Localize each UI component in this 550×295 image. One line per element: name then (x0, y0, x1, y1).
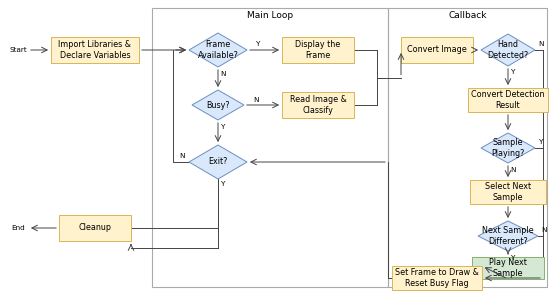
Text: Play Next
Sample: Play Next Sample (489, 258, 527, 278)
FancyBboxPatch shape (282, 92, 354, 118)
Text: N: N (541, 227, 547, 233)
FancyBboxPatch shape (392, 266, 482, 290)
Text: Main Loop: Main Loop (247, 11, 293, 19)
Polygon shape (481, 133, 535, 163)
Text: Read Image &
Classify: Read Image & Classify (289, 95, 346, 115)
Text: Frame
Available?: Frame Available? (197, 40, 239, 60)
Text: Callback: Callback (448, 11, 487, 19)
FancyBboxPatch shape (472, 257, 544, 279)
Text: Y: Y (256, 41, 260, 47)
Text: Y: Y (221, 124, 225, 130)
Text: N: N (538, 41, 544, 47)
Text: Convert Image: Convert Image (407, 45, 467, 55)
Text: Hand
Detected?: Hand Detected? (487, 40, 529, 60)
Text: Exit?: Exit? (208, 158, 228, 166)
FancyBboxPatch shape (59, 215, 131, 241)
Polygon shape (189, 145, 247, 179)
Text: Y: Y (221, 181, 225, 187)
Text: Y: Y (539, 139, 543, 145)
Text: Cleanup: Cleanup (79, 224, 112, 232)
Text: Select Next
Sample: Select Next Sample (485, 182, 531, 202)
FancyBboxPatch shape (51, 37, 139, 63)
Text: Y: Y (511, 255, 515, 261)
Text: N: N (179, 153, 185, 159)
Polygon shape (192, 90, 244, 120)
Text: Next Sample
Different?: Next Sample Different? (482, 226, 534, 246)
Text: Import Libraries &
Declare Variables: Import Libraries & Declare Variables (58, 40, 131, 60)
Text: N: N (510, 167, 516, 173)
Text: Y: Y (511, 69, 515, 75)
Polygon shape (481, 34, 535, 66)
Text: N: N (220, 71, 225, 77)
Text: Busy?: Busy? (206, 101, 230, 109)
Text: End: End (11, 225, 25, 231)
Text: Set Frame to Draw &
Reset Busy Flag: Set Frame to Draw & Reset Busy Flag (395, 268, 479, 288)
FancyBboxPatch shape (401, 37, 473, 63)
FancyBboxPatch shape (468, 88, 548, 112)
FancyBboxPatch shape (470, 180, 546, 204)
Polygon shape (478, 221, 538, 251)
Polygon shape (189, 33, 247, 67)
Text: Convert Detection
Result: Convert Detection Result (471, 90, 544, 110)
Text: Sample
Playing?: Sample Playing? (491, 138, 525, 158)
Text: Display the
Frame: Display the Frame (295, 40, 340, 60)
Text: Start: Start (9, 47, 27, 53)
Text: N: N (253, 97, 258, 103)
FancyBboxPatch shape (282, 37, 354, 63)
